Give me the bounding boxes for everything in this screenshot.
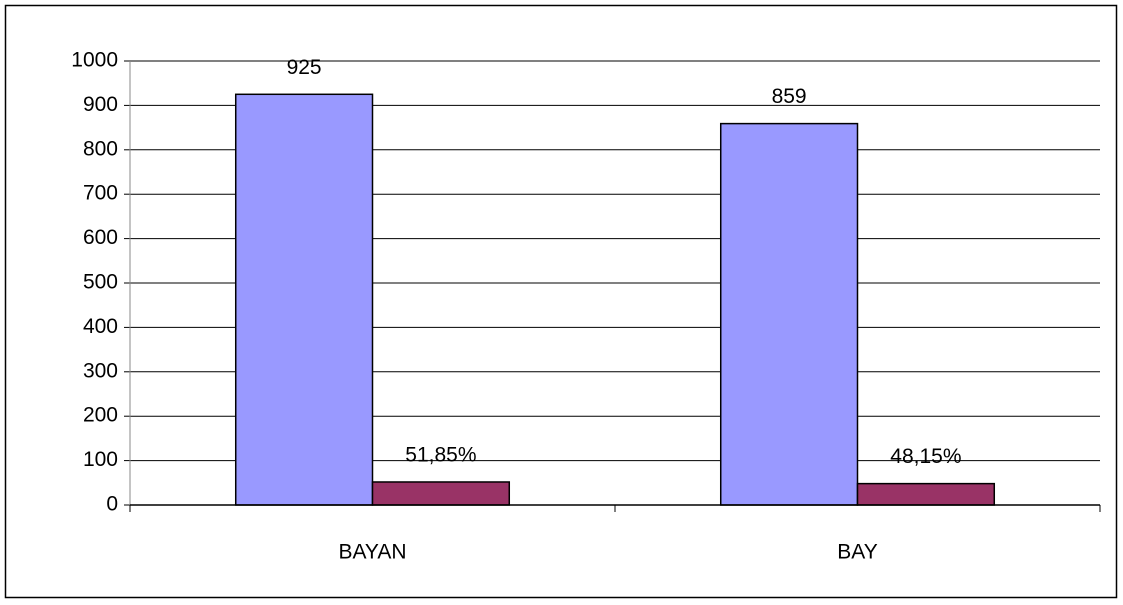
- y-tick-label: 100: [83, 448, 118, 471]
- x-tick-label: BAY: [837, 541, 877, 564]
- y-tick-label: 1000: [71, 49, 118, 72]
- y-tick-label: 800: [83, 137, 118, 160]
- bar: [234, 93, 374, 506]
- chart-frame: [4, 4, 1118, 599]
- y-tick-label: 200: [83, 404, 118, 427]
- y-tick-label: 600: [83, 226, 118, 249]
- y-tick-label: 700: [83, 182, 118, 205]
- bar: [719, 122, 859, 506]
- data-label: 48,15%: [890, 445, 961, 468]
- y-tick-label: 500: [83, 271, 118, 294]
- data-label: 51,85%: [405, 444, 476, 467]
- x-tick-label: BAYAN: [338, 541, 406, 564]
- data-label: 925: [287, 56, 322, 79]
- y-tick-label: 400: [83, 315, 118, 338]
- bar: [856, 482, 996, 506]
- y-tick-label: 0: [106, 493, 118, 516]
- data-label: 859: [772, 85, 807, 108]
- y-tick-label: 300: [83, 359, 118, 382]
- y-tick-label: 900: [83, 93, 118, 116]
- bar: [371, 481, 511, 506]
